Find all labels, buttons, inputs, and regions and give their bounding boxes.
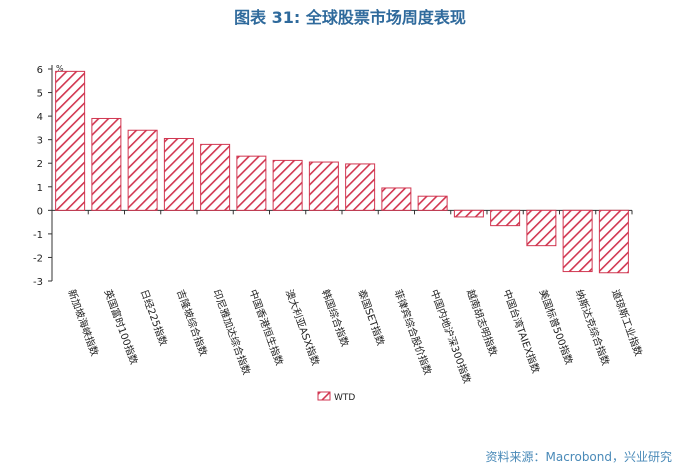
legend-swatch — [317, 391, 331, 401]
bar — [490, 209, 521, 227]
x-tick-label: 澳大利亚ASX指数 — [283, 288, 323, 368]
x-tick-label: 中国台湾TAIEX指数 — [500, 288, 542, 375]
bar — [91, 117, 122, 211]
bars — [55, 70, 629, 274]
y-tick-label: 2 — [37, 159, 43, 170]
y-tick-label: -3 — [33, 277, 43, 288]
bar — [236, 155, 267, 211]
bar — [526, 209, 557, 247]
x-tick-label: 越南胡志明指数 — [464, 288, 500, 358]
x-tick-label: 纳斯达克综合指数 — [573, 288, 613, 368]
x-tick-label: 美国标普500指数 — [537, 288, 576, 367]
bar — [272, 159, 303, 211]
bar — [417, 195, 448, 211]
y-tick-label: 1 — [37, 183, 43, 194]
x-tick-label: 道琼斯工业指数 — [609, 288, 645, 358]
page-title: 图表 31: 全球股票市场周度表现 — [234, 8, 466, 27]
x-tick-label: 英国富时100指数 — [102, 288, 141, 367]
y-tick-label: -2 — [33, 253, 43, 264]
x-tick-label: 韩国综合指数 — [319, 288, 352, 349]
bar — [345, 163, 376, 211]
x-tick-label: 印尼雅加达综合指数 — [210, 288, 253, 377]
y-tick-label: 4 — [37, 112, 43, 123]
y-tick-label: -1 — [33, 230, 43, 241]
bar — [200, 143, 231, 211]
legend: WTD — [317, 391, 355, 403]
bar — [127, 129, 158, 211]
y-tick-label: 6 — [37, 65, 43, 76]
bar — [453, 209, 484, 218]
y-tick-label: 3 — [37, 136, 43, 147]
x-tick-label: 日经225指数 — [138, 288, 170, 348]
x-tick-label: 新加坡海峡指数 — [65, 288, 101, 358]
y-tick-label: 5 — [37, 89, 43, 100]
y-tick-label: 0 — [37, 206, 43, 217]
x-tick-label: 菲律宾综合股价指数 — [392, 288, 435, 377]
bar — [163, 137, 194, 211]
bar — [562, 209, 593, 273]
y-unit-label: % — [56, 64, 64, 73]
source-note: 资料来源：Macrobond，兴业研究 — [485, 450, 673, 464]
bar — [55, 70, 86, 211]
bar — [598, 209, 629, 274]
bar — [381, 187, 412, 211]
legend-label: WTD — [334, 393, 355, 403]
x-tick-label: 泰国SET指数 — [355, 288, 387, 348]
x-tick-label: 中国香港恒生指数 — [247, 288, 287, 368]
x-tick-label: 吉隆坡综合指数 — [174, 288, 210, 358]
x-tick-label: 中国内地沪深300指数 — [428, 288, 474, 386]
bar — [308, 161, 339, 211]
